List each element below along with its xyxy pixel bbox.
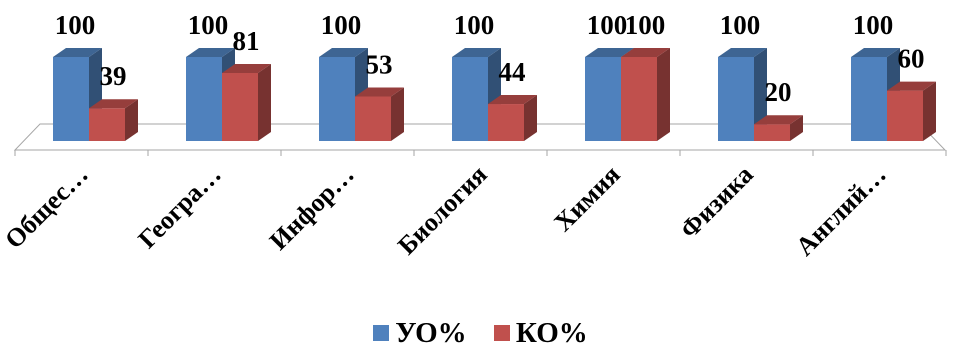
bar-series-2: [355, 87, 404, 141]
data-label-series-1: 100: [853, 10, 894, 40]
bar-series-2: [488, 95, 537, 141]
bar-series-2: [887, 82, 936, 141]
data-label-series-1: 100: [720, 10, 761, 40]
data-label-series-2: 81: [233, 26, 260, 56]
data-label-series-2: 39: [100, 61, 127, 91]
data-label-series-2: 44: [499, 57, 526, 87]
bar-series-1-front: [452, 57, 488, 141]
bar-series-2-front: [754, 124, 790, 141]
bar-series-2-front: [355, 96, 391, 141]
bar-series-2-front: [222, 73, 258, 141]
legend-swatch-series-2: [494, 325, 510, 341]
data-label-series-1: 100: [188, 10, 229, 40]
legend-label-series-1: УО%: [395, 317, 466, 350]
x-tick-label: Общес…: [0, 160, 94, 254]
x-tick-label: Инфор…: [264, 160, 360, 256]
x-tick-label: Англий…: [790, 160, 892, 262]
x-tick-label: Химия: [548, 160, 625, 237]
bar-series-1-front: [186, 57, 222, 141]
bar-series-1-front: [319, 57, 355, 141]
data-label-series-1: 100: [55, 10, 96, 40]
bar-series-2-side: [657, 48, 670, 141]
legend-swatch-series-1: [373, 325, 389, 341]
bar-series-2-front: [488, 104, 524, 141]
bar-series-2-front: [621, 57, 657, 141]
x-tick-label: Биология: [392, 160, 493, 261]
x-tick-labels-layer: Общес… Геогра… Инфор… Биология Химия Физика Ан…: [0, 160, 892, 262]
data-label-series-1: 100: [454, 10, 495, 40]
legend-item-series-2: КО%: [494, 317, 588, 350]
bar-series-2-side: [391, 87, 404, 141]
bar-series-1-front: [53, 57, 89, 141]
bar-series-2: [89, 99, 138, 141]
data-label-series-2: 100: [625, 10, 666, 40]
x-tick-label: Геогра…: [132, 160, 226, 254]
data-label-series-2: 60: [898, 44, 925, 74]
bar-series-2-front: [89, 108, 125, 141]
bar-series-2: [222, 64, 271, 141]
bar-series-1-front: [585, 57, 621, 141]
bar-series-2-front: [887, 91, 923, 141]
bar-series-2-side: [258, 64, 271, 141]
bar-series-2: [621, 48, 670, 141]
bar-series-2-side: [923, 82, 936, 141]
data-label-series-1: 100: [587, 10, 628, 40]
x-tick-label: Физика: [674, 160, 758, 244]
data-label-series-2: 20: [765, 77, 792, 107]
legend-label-series-2: КО%: [516, 317, 588, 350]
data-label-series-2: 53: [366, 49, 393, 79]
bar-series-1-front: [851, 57, 887, 141]
data-label-series-1: 100: [321, 10, 362, 40]
bar-series-1-front: [718, 57, 754, 141]
legend: УО% КО%: [0, 316, 961, 350]
legend-item-series-1: УО%: [373, 317, 466, 350]
